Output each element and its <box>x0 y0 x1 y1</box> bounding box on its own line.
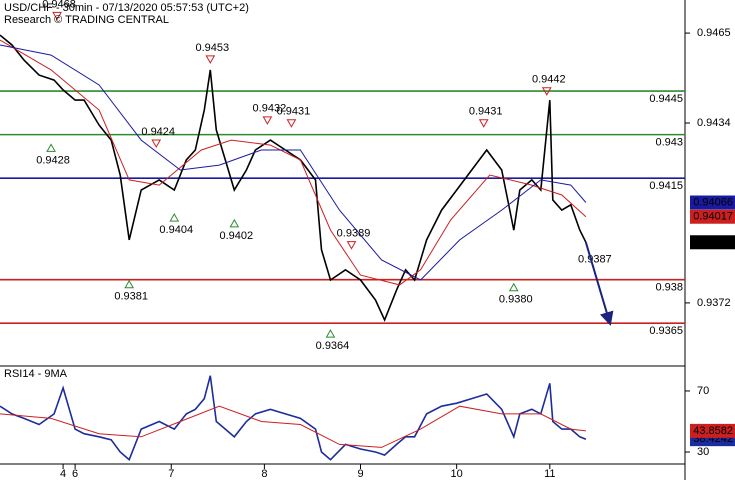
rsi-title: RSI14 - 9MA <box>4 368 68 380</box>
high-marker <box>205 55 216 64</box>
level-label: 0.9365 <box>649 325 683 337</box>
level-label: 0.943 <box>655 137 683 149</box>
x-tick-label: 6 <box>72 468 78 480</box>
high-marker <box>262 116 273 125</box>
high-marker <box>52 11 62 21</box>
price-tag <box>690 195 735 210</box>
level-label: 0.9445 <box>649 93 683 105</box>
high-marker <box>346 241 357 250</box>
low-marker <box>46 143 56 152</box>
high-label: 0.9453 <box>195 42 229 54</box>
y-tick-label: 0.9465 <box>697 27 731 39</box>
low-label: 0.9380 <box>499 294 533 306</box>
x-tick-label: 8 <box>261 468 267 480</box>
high-marker <box>151 139 162 149</box>
chart-subtitle: Research © TRADING CENTRAL <box>4 14 169 26</box>
y-tick-label: 0.9372 <box>697 297 731 309</box>
low-label: 0.9402 <box>220 230 254 242</box>
chart-title: USD/CHF - 30min - 07/13/2020 05:57:53 (U… <box>4 2 249 14</box>
high-marker <box>478 119 489 128</box>
low-label: 0.9381 <box>114 291 148 303</box>
x-tick-label: 9 <box>357 468 363 480</box>
series-line <box>0 405 586 448</box>
price-tag <box>690 235 735 250</box>
high-label: 0.9389 <box>337 227 371 239</box>
low-label: 0.9428 <box>36 154 70 166</box>
series-line <box>0 44 587 281</box>
low-marker <box>229 218 240 228</box>
low-label: 0.9364 <box>316 340 350 352</box>
series-line <box>0 375 587 462</box>
high-label: 0.9424 <box>141 126 175 138</box>
high-label: 0.9442 <box>532 74 566 86</box>
series-line <box>0 39 587 286</box>
y-tick-label: 70 <box>697 385 709 397</box>
low-marker <box>325 329 336 338</box>
y-tick-label: 0.9434 <box>697 117 731 129</box>
high-marker <box>541 87 552 96</box>
note-label: 0.9387 <box>578 253 612 265</box>
x-tick-label: 10 <box>451 468 463 480</box>
y-tick-label: 30 <box>697 446 709 458</box>
price-tag-label: 0.94066 <box>693 196 733 208</box>
level-label: 0.9415 <box>649 180 683 192</box>
low-marker <box>508 282 519 292</box>
low-marker <box>124 279 135 289</box>
high-marker <box>286 119 297 128</box>
high-label: 0.9431 <box>277 106 311 118</box>
price-tag-label: 43.8582 <box>693 425 733 437</box>
level-label: 0.938 <box>655 282 683 294</box>
x-tick-label: 7 <box>168 468 174 480</box>
high-label: 0.9431 <box>469 106 503 118</box>
price-tag-label: 0.93929 <box>693 236 733 248</box>
price-tag <box>690 209 735 224</box>
x-tick-label: 11 <box>544 468 555 480</box>
price-tag <box>690 423 735 438</box>
x-tick-label: 4 <box>60 468 66 480</box>
high-label: 0.9468 <box>42 0 76 10</box>
high-label: 0.9432 <box>253 103 287 115</box>
low-label: 0.9404 <box>159 224 193 236</box>
price-tag-label: 0.94017 <box>693 211 733 223</box>
low-marker <box>169 213 180 222</box>
forecast-arrow <box>584 241 614 326</box>
